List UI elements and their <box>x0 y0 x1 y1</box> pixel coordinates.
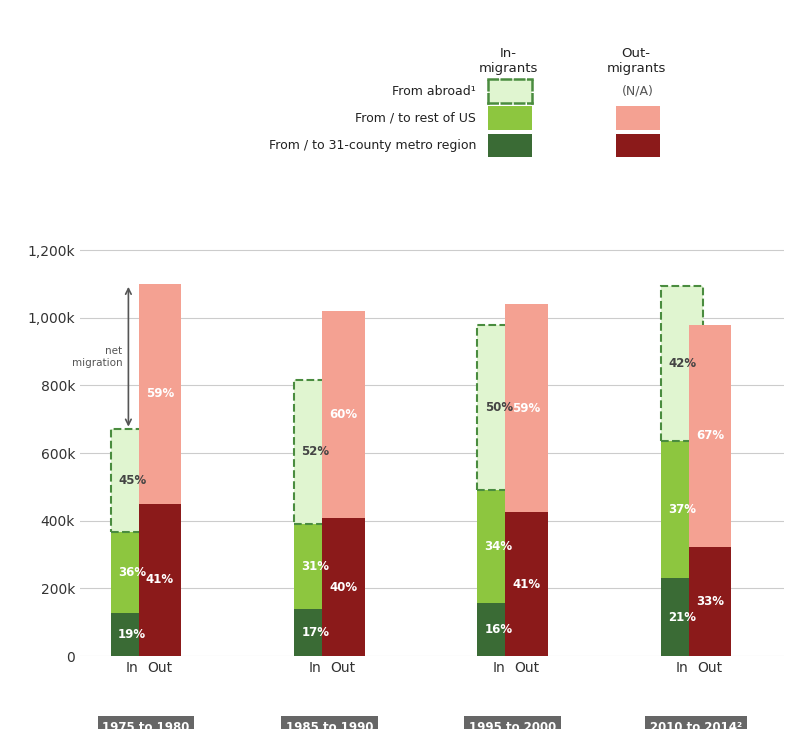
Text: 34%: 34% <box>485 540 513 553</box>
Text: net
migration: net migration <box>72 346 122 367</box>
Text: 31%: 31% <box>302 560 330 573</box>
Bar <box>689 324 731 547</box>
Bar <box>506 304 548 512</box>
Text: 40%: 40% <box>330 580 358 593</box>
Text: 19%: 19% <box>118 628 146 641</box>
Bar <box>322 311 365 518</box>
Text: 33%: 33% <box>696 595 724 608</box>
Text: 50%: 50% <box>485 401 513 414</box>
Bar <box>294 609 337 656</box>
Bar <box>661 441 703 578</box>
Bar <box>294 523 337 609</box>
Text: From abroad¹: From abroad¹ <box>392 85 476 98</box>
Text: 1995 to 2000: 1995 to 2000 <box>469 721 556 729</box>
Bar <box>294 381 337 523</box>
Text: 17%: 17% <box>302 626 330 639</box>
Bar <box>661 578 703 656</box>
Bar <box>689 547 731 656</box>
Text: 67%: 67% <box>696 429 724 443</box>
Bar <box>478 491 520 603</box>
Text: 59%: 59% <box>513 402 541 415</box>
Text: From / to 31-county metro region: From / to 31-county metro region <box>269 139 476 152</box>
Text: 37%: 37% <box>668 503 696 516</box>
Text: From / to rest of US: From / to rest of US <box>355 112 476 125</box>
Text: 21%: 21% <box>668 611 696 624</box>
Text: 1975 to 1980: 1975 to 1980 <box>102 721 190 729</box>
Text: 45%: 45% <box>118 474 146 487</box>
Text: 59%: 59% <box>146 387 174 400</box>
Text: 41%: 41% <box>146 573 174 586</box>
Text: 2010 to 2014²: 2010 to 2014² <box>650 721 742 729</box>
Text: 36%: 36% <box>118 566 146 579</box>
Bar <box>478 324 520 491</box>
Text: 60%: 60% <box>330 408 358 421</box>
Text: 42%: 42% <box>668 357 696 370</box>
Bar <box>506 512 548 656</box>
Bar <box>138 284 181 504</box>
Bar <box>110 429 154 531</box>
Text: 1985 to 1990: 1985 to 1990 <box>286 721 373 729</box>
Bar <box>110 613 154 656</box>
Text: (N/A): (N/A) <box>622 85 654 98</box>
Bar <box>478 603 520 656</box>
Bar <box>110 531 154 613</box>
Text: In-
migrants: In- migrants <box>478 47 538 75</box>
Text: 16%: 16% <box>485 623 513 636</box>
Text: Out-
migrants: Out- migrants <box>606 47 666 75</box>
Bar <box>661 286 703 441</box>
Bar <box>322 518 365 656</box>
Text: 41%: 41% <box>513 577 541 590</box>
Text: 52%: 52% <box>302 445 330 459</box>
Bar <box>138 504 181 656</box>
